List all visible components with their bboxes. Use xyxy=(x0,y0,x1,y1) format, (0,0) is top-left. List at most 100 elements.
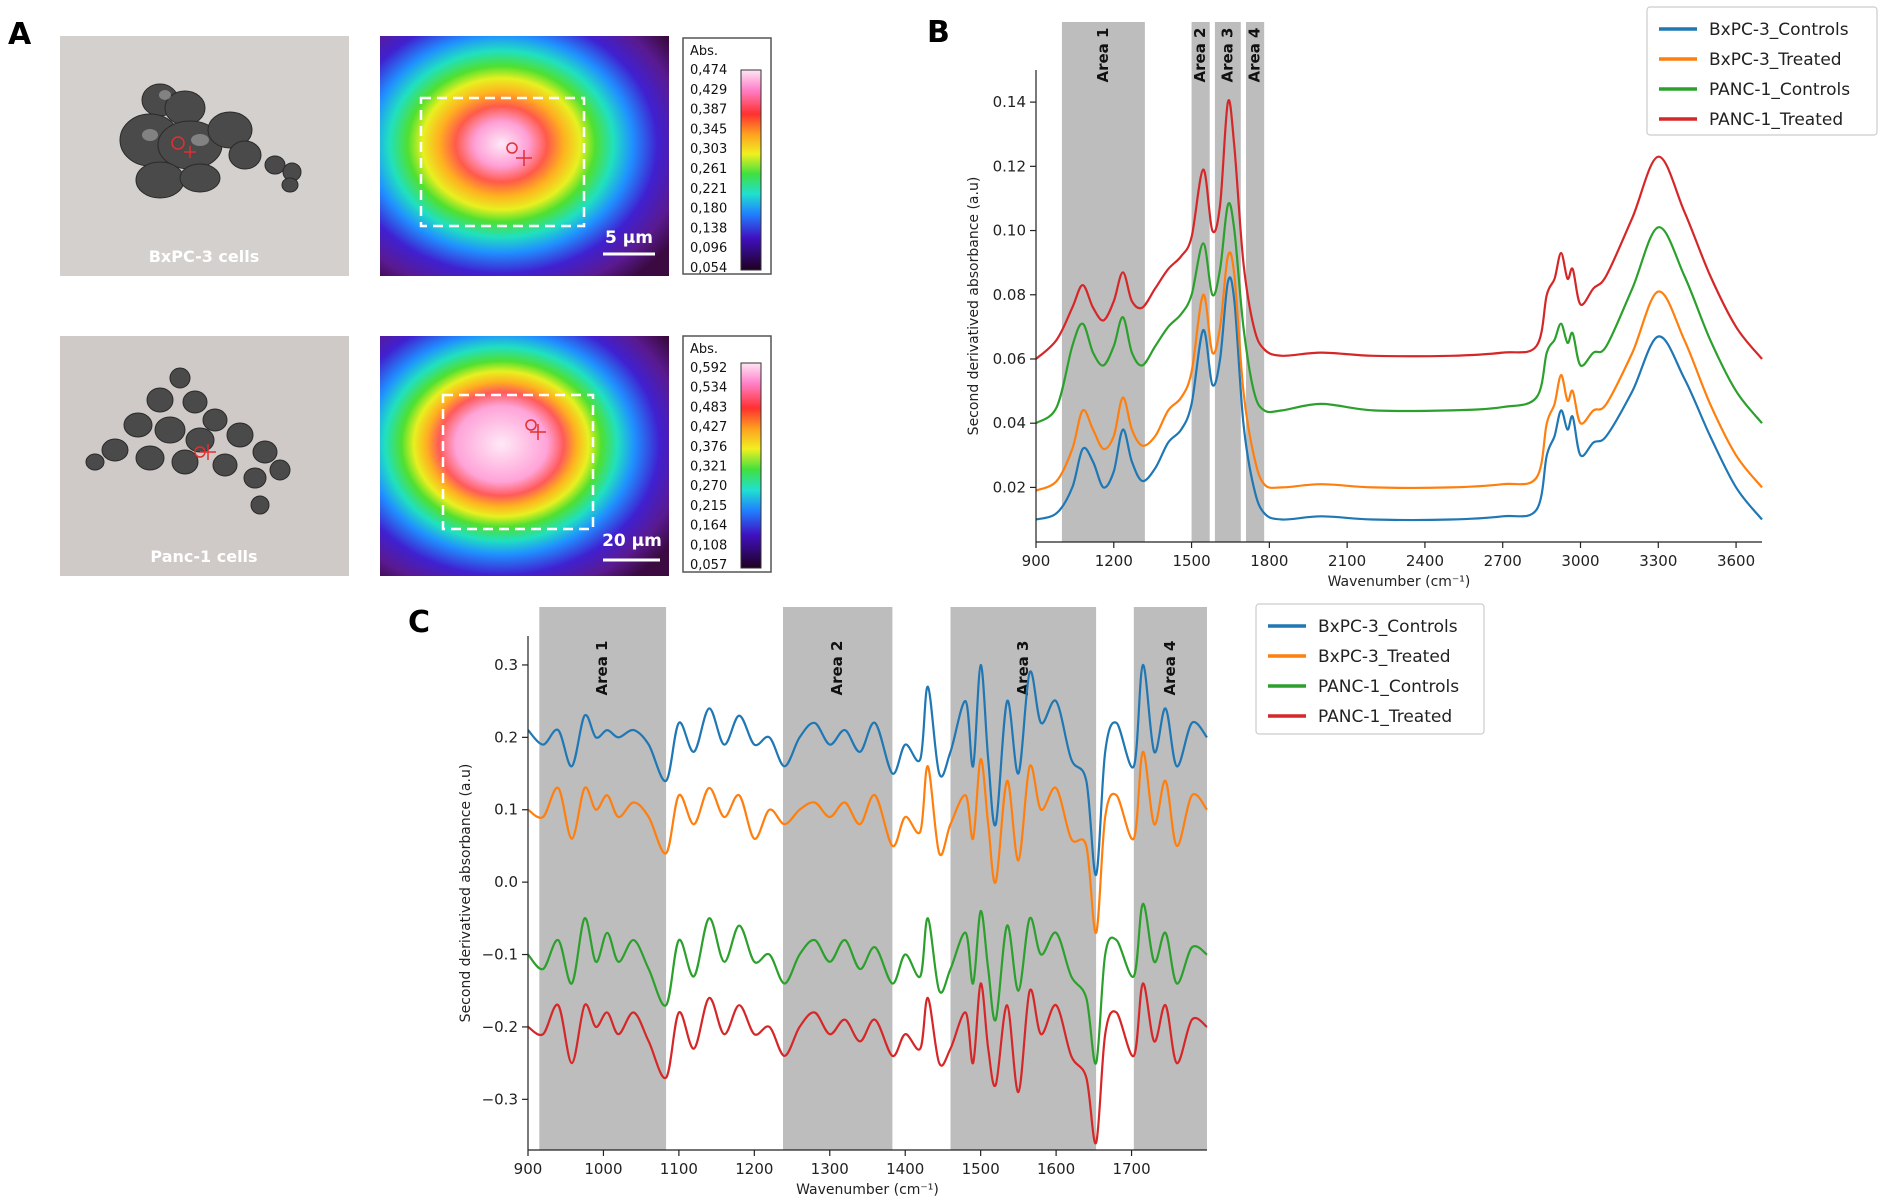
x-tick-label: 1400 xyxy=(886,1160,924,1178)
colorbar-bxpc3-tick-label: 0,261 xyxy=(690,162,727,177)
area-band xyxy=(783,607,893,1150)
series-line-panc-1-treated xyxy=(1035,99,1763,360)
x-tick-label: 1200 xyxy=(735,1160,773,1178)
x-tick-label: 3000 xyxy=(1561,552,1599,570)
area-label: Area 2 xyxy=(1191,28,1209,83)
colorbar-bxpc3: Abs. 0,474 0,429 0,387 0,345 0,303 0,261 0,221… xyxy=(682,37,772,276)
colorbar-panc1-tick-label: 0,376 xyxy=(690,440,727,455)
area-label: Area 1 xyxy=(593,641,611,696)
x-tick-label: 900 xyxy=(1022,552,1051,570)
series-line-bxpc-3-controls xyxy=(527,663,1208,877)
colorbar-panc1-tick-label: 0,483 xyxy=(690,400,727,415)
series-line-panc-1-treated xyxy=(527,982,1208,1145)
panel-letter-c: C xyxy=(408,605,430,640)
colorbar-bxpc3-tick-label: 0,221 xyxy=(690,182,727,197)
y-tick-label: 0.2 xyxy=(494,728,518,746)
legend-entry: PANC-1_Controls xyxy=(1709,80,1850,100)
panel-letter-a: A xyxy=(8,17,32,52)
legend-entry: PANC-1_Treated xyxy=(1709,110,1843,130)
legend-box xyxy=(1255,603,1485,735)
colorbar-panc1-tick-label: 0,108 xyxy=(690,538,727,553)
colorbar-panc1: Abs. 0,592 0,534 0,483 0,427 0,376 0,321 0,270… xyxy=(682,335,772,573)
area-band xyxy=(539,607,667,1150)
y-tick-label: 0.1 xyxy=(494,801,518,819)
colorbar-bxpc3-tick-label: 0,138 xyxy=(690,221,727,236)
y-tick-label: 0.04 xyxy=(993,414,1026,432)
colorbar-panc1-tick-label: 0,427 xyxy=(690,420,727,435)
series-line-panc-1-controls xyxy=(527,902,1208,1065)
scale-bar-bxpc3: 5 µm xyxy=(605,228,653,248)
x-axis-label: Wavenumber (cm⁻¹) xyxy=(1328,574,1471,590)
area-label: Area 4 xyxy=(1246,28,1264,83)
x-axis-label: Wavenumber (cm⁻¹) xyxy=(796,1182,939,1198)
legend-entry: BxPC-3_Treated xyxy=(1318,647,1451,667)
y-axis-label: Second derivatived absorbance (a.u) xyxy=(458,764,474,1023)
y-tick-label: −0.3 xyxy=(482,1090,518,1108)
colorbar-panc1-tick-label: 0,215 xyxy=(690,499,727,514)
y-tick-label: 0.12 xyxy=(993,157,1026,175)
x-tick-label: 2700 xyxy=(1484,552,1522,570)
y-tick-label: 0.3 xyxy=(494,656,518,674)
x-tick-label: 1200 xyxy=(1095,552,1133,570)
area-label: Area 3 xyxy=(1014,641,1032,696)
area-label: Area 3 xyxy=(1218,28,1236,83)
y-tick-label: 0.02 xyxy=(993,478,1026,496)
y-tick-label: 0.10 xyxy=(993,222,1026,240)
colorbar-bxpc3-tick-label: 0,345 xyxy=(690,122,727,137)
x-tick-label: 900 xyxy=(514,1160,543,1178)
colorbar-bxpc3-tick-label: 0,474 xyxy=(690,63,727,78)
x-tick-label: 3600 xyxy=(1717,552,1755,570)
x-tick-label: 1800 xyxy=(1250,552,1288,570)
legend-box xyxy=(1646,6,1878,136)
legend-entry: PANC-1_Treated xyxy=(1318,707,1452,727)
colorbar-bxpc3-tick-label: 0,054 xyxy=(690,261,727,276)
y-axis-label: Second derivatived absorbance (a.u) xyxy=(966,177,982,436)
x-tick-label: 2400 xyxy=(1406,552,1444,570)
colorbar-title-bxpc3: Abs. xyxy=(690,44,718,59)
x-tick-label: 1600 xyxy=(1037,1160,1075,1178)
colorbar-bxpc3-tick-label: 0,387 xyxy=(690,103,727,118)
brightfield-image-bxpc3: BxPC-3 cells xyxy=(60,36,349,276)
chart-c: Area 1 Area 2 Area 3 Area 4 900 1000 1100 1200 1… xyxy=(458,603,1485,1198)
area-label: Area 2 xyxy=(828,641,846,696)
panel-letter-b: B xyxy=(927,15,950,50)
brightfield-image-panc1: Panc-1 cells xyxy=(60,336,349,576)
series-line-panc-1-controls xyxy=(1035,202,1763,425)
area-label: Area 4 xyxy=(1161,641,1179,696)
colorbar-panc1-tick-label: 0,534 xyxy=(690,381,727,396)
series-line-bxpc-3-treated xyxy=(527,750,1208,934)
legend: BxPC-3_Controls BxPC-3_Treated PANC-1_Cont… xyxy=(1646,6,1878,136)
legend-entry: BxPC-3_Controls xyxy=(1709,20,1849,40)
chart-b: Area 1 Area 2 Area 3 Area 4 900 1200 1500 1800 2… xyxy=(966,6,1878,590)
legend-entry: BxPC-3_Treated xyxy=(1709,50,1842,70)
legend-entry: PANC-1_Controls xyxy=(1318,677,1459,697)
colorbar-bxpc3-tick-label: 0,429 xyxy=(690,83,727,98)
y-tick-label: −0.2 xyxy=(482,1018,518,1036)
x-tick-label: 1500 xyxy=(962,1160,1000,1178)
x-tick-label: 2100 xyxy=(1328,552,1366,570)
colorbar-bxpc3-tick-label: 0,303 xyxy=(690,142,727,157)
x-tick-label: 1500 xyxy=(1172,552,1210,570)
area-label: Area 1 xyxy=(1094,28,1112,83)
x-tick-label: 1700 xyxy=(1112,1160,1150,1178)
colorbar-panc1-tick-label: 0,164 xyxy=(690,519,727,534)
series-line-bxpc-3-controls xyxy=(1035,276,1763,522)
heatmap-image-panc1: 20 µm xyxy=(380,336,669,576)
x-tick-label: 1300 xyxy=(811,1160,849,1178)
colorbar-title-panc1: Abs. xyxy=(690,342,718,357)
colorbar-panc1-tick-label: 0,592 xyxy=(690,361,727,376)
series-line-bxpc-3-treated xyxy=(1035,251,1763,492)
colorbar-panc1-tick-label: 0,270 xyxy=(690,479,727,494)
area-band xyxy=(1246,22,1265,542)
scale-bar-panc1: 20 µm xyxy=(602,531,662,551)
area-band xyxy=(1133,607,1207,1150)
legend: BxPC-3_Controls BxPC-3_Treated PANC-1_Cont… xyxy=(1255,603,1485,735)
x-tick-label: 3300 xyxy=(1639,552,1677,570)
y-tick-label: 0.06 xyxy=(993,350,1026,368)
y-tick-label: 0.08 xyxy=(993,286,1026,304)
caption-bxpc3: BxPC-3 cells xyxy=(149,247,260,266)
y-tick-label: 0.0 xyxy=(494,873,518,891)
area-band xyxy=(1191,22,1210,542)
colorbar-bxpc3-tick-label: 0,180 xyxy=(690,202,727,217)
